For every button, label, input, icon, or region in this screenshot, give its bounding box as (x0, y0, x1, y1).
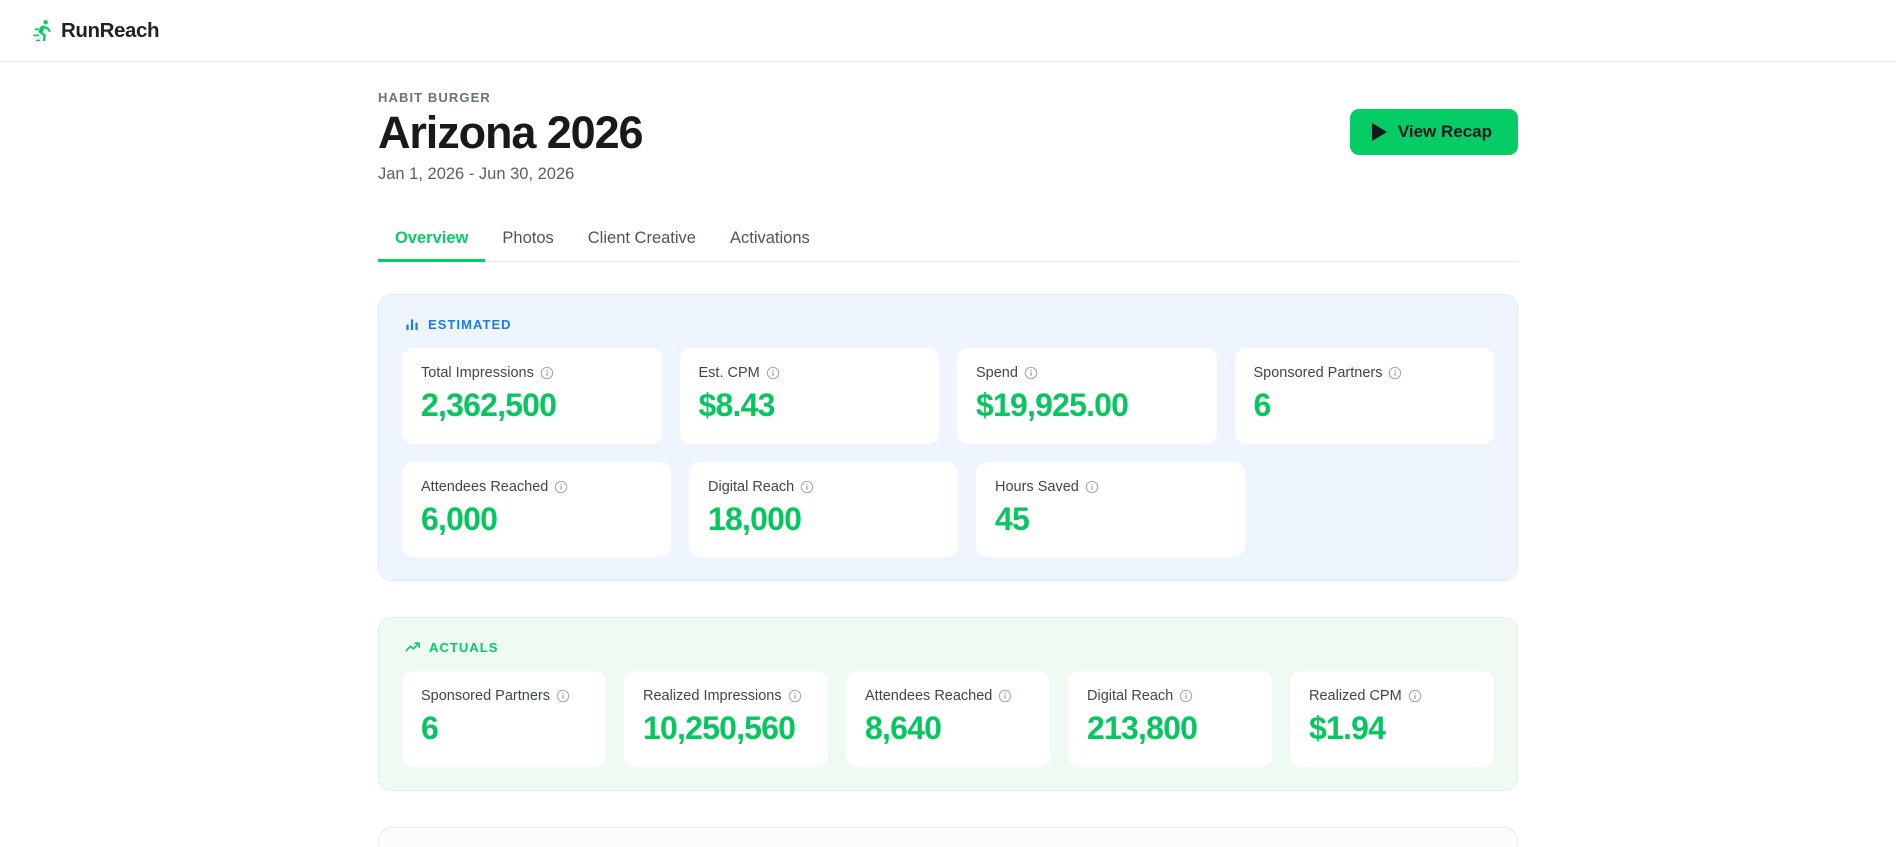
metric-label: Est. CPM (699, 365, 921, 381)
metric-value: 6,000 (421, 500, 498, 537)
metric-label: Spend (976, 365, 1198, 381)
estimated-panel-header: ESTIMATED (402, 317, 1494, 332)
metric-card-est-cpm[interactable]: Est. CPM $8.43 (679, 347, 939, 444)
info-icon[interactable] (788, 689, 802, 703)
info-icon[interactable] (1085, 480, 1099, 494)
view-recap-button[interactable]: View Recap (1349, 109, 1518, 155)
tab-activations[interactable]: Activations (713, 229, 827, 262)
actuals-panel: ACTUALS Sponsored Partners 6 Realized Im… (378, 617, 1518, 792)
actuals-label: ACTUALS (429, 640, 499, 656)
metric-label: Sponsored Partners (421, 688, 587, 704)
metric-value: 8,640 (865, 710, 942, 747)
metric-value: 6 (421, 710, 439, 747)
metric-card-attendees-reached-actual[interactable]: Attendees Reached 8,640 (846, 671, 1050, 768)
brand-name: RunReach (61, 18, 160, 42)
row-spacer (1263, 462, 1494, 558)
metric-card-sponsored-partners-actual[interactable]: Sponsored Partners 6 (402, 671, 606, 768)
metric-card-spend[interactable]: Spend $19,925.00 (957, 347, 1217, 444)
trending-up-icon (405, 642, 421, 652)
metric-label-text: Attendees Reached (865, 688, 993, 705)
metric-label-text: Sponsored Partners (421, 688, 550, 705)
info-icon[interactable] (998, 689, 1012, 703)
info-icon[interactable] (1388, 366, 1402, 380)
metric-label-text: Spend (976, 364, 1018, 381)
metric-card-digital-reach-actual[interactable]: Digital Reach 213,800 (1068, 671, 1272, 768)
info-icon[interactable] (1179, 689, 1193, 703)
client-name: HABIT BURGER (378, 90, 491, 105)
actuals-row: Sponsored Partners 6 Realized Impression… (402, 671, 1494, 768)
metric-label-text: Digital Reach (708, 478, 795, 495)
info-icon[interactable] (554, 480, 568, 494)
metric-card-total-impressions[interactable]: Total Impressions 2,362,500 (402, 347, 662, 444)
metric-label-text: Realized CPM (1309, 688, 1402, 705)
metric-label: Digital Reach (1087, 688, 1253, 704)
metric-value: $19,925.00 (976, 386, 1129, 423)
estimated-row-2: Attendees Reached 6,000 Digital Reach (402, 461, 1494, 558)
metric-card-realized-impressions[interactable]: Realized Impressions 10,250,560 (624, 671, 828, 768)
brand-logo[interactable]: RunReach (30, 18, 160, 44)
app-header: RunReach (0, 0, 1896, 62)
tab-client-creative[interactable]: Client Creative (571, 229, 713, 262)
tab-photos[interactable]: Photos (485, 229, 570, 262)
metric-value: $1.94 (1309, 710, 1386, 747)
metric-label: Realized CPM (1309, 688, 1475, 704)
page-title: Arizona 2026 (378, 107, 644, 158)
metric-label: Attendees Reached (865, 688, 1031, 704)
bar-chart-icon (406, 319, 418, 331)
metric-card-sponsored-partners-estimated[interactable]: Sponsored Partners 6 (1234, 347, 1494, 444)
metric-label-text: Sponsored Partners (1253, 364, 1383, 381)
campaign-date-range: Jan 1, 2026 - Jun 30, 2026 (378, 165, 575, 184)
metric-value: 213,800 (1087, 710, 1198, 747)
page-title-block: HABIT BURGER Arizona 2026 Jan 1, 2026 - … (378, 90, 644, 184)
metric-label: Total Impressions (421, 365, 643, 381)
info-icon[interactable] (766, 366, 780, 380)
play-icon (1371, 123, 1387, 141)
next-section-placeholder (378, 827, 1518, 847)
metric-value: 45 (995, 500, 1030, 537)
metric-label: Digital Reach (708, 479, 939, 495)
metric-label-text: Realized Impressions (643, 688, 782, 705)
info-icon[interactable] (1024, 366, 1038, 380)
metric-card-realized-cpm[interactable]: Realized CPM $1.94 (1290, 671, 1494, 768)
running-person-icon (33, 19, 51, 41)
page-header: HABIT BURGER Arizona 2026 Jan 1, 2026 - … (378, 90, 1518, 184)
view-recap-label: View Recap (1397, 122, 1492, 141)
metric-value: 6 (1253, 386, 1272, 423)
metric-value: 10,250,560 (643, 710, 796, 747)
metric-card-hours-saved[interactable]: Hours Saved 45 (976, 461, 1245, 558)
metric-label-text: Est. CPM (698, 364, 760, 381)
metric-label-text: Total Impressions (421, 364, 534, 381)
page-scroll-area: HABIT BURGER Arizona 2026 Jan 1, 2026 - … (0, 62, 1896, 847)
metric-label: Hours Saved (995, 479, 1226, 495)
info-icon[interactable] (800, 480, 814, 494)
info-icon[interactable] (556, 689, 570, 703)
metric-label-text: Digital Reach (1087, 688, 1174, 705)
actuals-panel-header: ACTUALS (402, 640, 1494, 655)
metric-label-text: Hours Saved (995, 478, 1079, 495)
metric-card-digital-reach-estimated[interactable]: Digital Reach 18,000 (689, 461, 958, 558)
page-content: HABIT BURGER Arizona 2026 Jan 1, 2026 - … (378, 62, 1518, 847)
metric-label: Realized Impressions (643, 688, 809, 704)
info-icon[interactable] (540, 366, 554, 380)
info-icon[interactable] (1408, 689, 1422, 703)
tab-overview[interactable]: Overview (378, 229, 486, 263)
metric-value: 18,000 (708, 500, 802, 537)
metric-label-text: Attendees Reached (421, 478, 549, 495)
estimated-row-1: Total Impressions 2,362,500 Est. CPM (402, 347, 1494, 444)
metric-label: Sponsored Partners (1254, 365, 1476, 381)
estimated-panel: ESTIMATED Total Impressions 2,362,500 Es… (378, 293, 1518, 582)
metric-value: 2,362,500 (421, 386, 557, 423)
estimated-label: ESTIMATED (428, 316, 512, 332)
metric-label: Attendees Reached (421, 479, 652, 495)
metric-value: $8.43 (698, 386, 776, 423)
tab-bar: Overview Photos Client Creative Activati… (378, 229, 1518, 263)
metric-card-attendees-reached-estimated[interactable]: Attendees Reached 6,000 (402, 461, 671, 558)
